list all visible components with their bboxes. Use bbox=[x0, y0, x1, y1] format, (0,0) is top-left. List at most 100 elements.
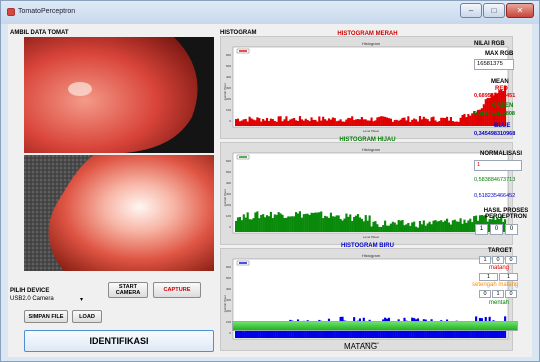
window-title: TomatoPerceptron bbox=[18, 8, 76, 15]
hasil-output-1[interactable]: 1 bbox=[475, 224, 488, 235]
maximize-button[interactable]: □ bbox=[483, 3, 505, 18]
target-mentah-2: 1 bbox=[492, 290, 504, 298]
y-tick-label: 200 bbox=[226, 309, 231, 313]
histogram-chart: Histogram 600 500 400 300 200 100 0 Jumlah Pixel… bbox=[223, 41, 509, 133]
green-mean-value: 0,388723115808 bbox=[474, 111, 515, 117]
close-button[interactable]: ✕ bbox=[506, 3, 534, 18]
title-bar: TomatoPerceptron – □ ✕ bbox=[1, 1, 539, 24]
y-tick-label: 0 bbox=[229, 225, 231, 229]
save-file-button[interactable]: SIMPAN FILE bbox=[24, 310, 68, 323]
captured-view bbox=[24, 155, 214, 271]
target-label: TARGET bbox=[488, 248, 513, 254]
y-tick-label: 500 bbox=[226, 170, 231, 174]
progress-bar bbox=[232, 321, 518, 331]
target-setengah-2: 1 bbox=[499, 273, 518, 281]
histogram-title: HISTOGRAM MERAH bbox=[337, 31, 398, 37]
histogram-panel-2: Histogram 600 500 400 300 200 100 0 Jumlah Pixel… bbox=[220, 137, 513, 245]
histogram-panel-3: Histogram 600 500 400 300 200 100 0 Jumlah Pixel… bbox=[220, 243, 513, 351]
max-rgb-field[interactable]: 16581375 bbox=[474, 59, 514, 70]
y-tick-label: 500 bbox=[226, 276, 231, 280]
normalisasi-label: NORMALISASI bbox=[480, 151, 522, 157]
x-axis-label: Level Piksel bbox=[363, 235, 379, 239]
y-tick-label: 600 bbox=[226, 159, 231, 163]
target-matang-1: 1 bbox=[479, 256, 491, 264]
green-label: GREEN bbox=[492, 103, 514, 109]
y-tick-label: 0 bbox=[229, 331, 231, 335]
target-mentah-label: mentah bbox=[489, 300, 510, 306]
histogram-title: HISTOGRAM HIJAU bbox=[339, 137, 396, 143]
tomato-live-image bbox=[24, 37, 214, 153]
histogram-subtitle: Histogram bbox=[362, 41, 381, 46]
x-axis-label: Level Piksel bbox=[363, 341, 379, 345]
hasil-output-3[interactable]: 0 bbox=[505, 224, 518, 235]
y-tick-label: 200 bbox=[226, 203, 231, 207]
histogram-title: HISTOGRAM BIRU bbox=[341, 243, 394, 249]
y-tick-label: 200 bbox=[226, 97, 231, 101]
y-tick-label: 100 bbox=[226, 214, 231, 218]
hasil-label: HASIL PROSES PERCEPTRON bbox=[483, 208, 529, 220]
blue-label: BLUE bbox=[494, 123, 511, 129]
status-label: MATANG bbox=[344, 342, 378, 351]
hasil-output-2[interactable]: 0 bbox=[490, 224, 503, 235]
nilai-rgb-label: NILAI RGB bbox=[474, 41, 505, 47]
y-axis-label: Jumlah Pixel bbox=[223, 189, 227, 206]
y-tick-label: 100 bbox=[226, 108, 231, 112]
histogram-chart: Histogram 600 500 400 300 200 100 0 Jumlah Pixel… bbox=[223, 147, 509, 239]
tomato-captured-image bbox=[24, 155, 214, 271]
device-select-value: USB2.0 Camera bbox=[10, 296, 54, 302]
mean-label: MEAN bbox=[491, 79, 509, 85]
y-tick-label: 400 bbox=[226, 181, 231, 185]
max-rgb-label: MAX RGB bbox=[485, 51, 514, 57]
histogram-panel-1: Histogram 600 500 400 300 200 100 0 Jumlah Pixel… bbox=[220, 31, 513, 139]
norm-red-field[interactable]: 1 bbox=[474, 160, 522, 171]
y-tick-label: 300 bbox=[226, 192, 231, 196]
start-camera-button[interactable]: START CAMERA bbox=[108, 282, 148, 298]
y-tick-label: 600 bbox=[226, 53, 231, 57]
ambil-data-label: AMBIL DATA TOMAT bbox=[10, 30, 69, 36]
y-axis-label: Jumlah Pixel bbox=[223, 83, 227, 100]
histogram-label: HISTOGRAM bbox=[220, 30, 257, 36]
legend-swatch bbox=[239, 156, 247, 158]
y-axis-label: Jumlah Pixel bbox=[223, 295, 227, 312]
capture-button[interactable]: CAPTURE bbox=[153, 282, 201, 298]
app-icon bbox=[7, 8, 15, 16]
target-matang-3: 0 bbox=[505, 256, 517, 264]
y-tick-label: 400 bbox=[226, 287, 231, 291]
y-tick-label: 500 bbox=[226, 64, 231, 68]
y-tick-label: 300 bbox=[226, 298, 231, 302]
histogram-bars bbox=[235, 85, 507, 126]
norm-blue-value: 0,518235466452 bbox=[474, 193, 516, 199]
target-mentah-1: 0 bbox=[479, 290, 491, 298]
histogram-subtitle: Histogram bbox=[362, 147, 381, 152]
target-mentah-3: 0 bbox=[505, 290, 517, 298]
chevron-down-icon: ▾ bbox=[79, 297, 83, 303]
blue-mean-value: 0,345498310968 bbox=[474, 131, 516, 137]
histogram-bars bbox=[235, 211, 507, 232]
target-setengah-1: 1 bbox=[479, 273, 498, 281]
y-tick-label: 300 bbox=[226, 86, 231, 90]
norm-green-value: 0,583884673713 bbox=[474, 177, 516, 183]
y-tick-label: 0 bbox=[229, 119, 231, 123]
y-tick-label: 100 bbox=[226, 320, 231, 324]
progress-fill bbox=[233, 322, 517, 330]
client-area: AMBIL DATA TOMAT PILIH DEVICE USB2.0 Cam… bbox=[8, 24, 532, 357]
camera-view bbox=[24, 37, 214, 153]
target-matang-label: matang bbox=[489, 265, 510, 271]
target-matang-2: 0 bbox=[492, 256, 504, 264]
legend-swatch bbox=[239, 262, 247, 264]
device-select[interactable]: USB2.0 Camera ▾ bbox=[10, 296, 85, 306]
red-mean-value: 0,689538228451 bbox=[474, 93, 516, 99]
legend-swatch bbox=[239, 50, 247, 52]
identify-button[interactable]: IDENTIFIKASI bbox=[24, 330, 214, 352]
y-tick-label: 400 bbox=[226, 75, 231, 79]
device-label: PILIH DEVICE bbox=[10, 288, 50, 294]
red-label: RED bbox=[495, 86, 508, 92]
histogram-subtitle: Histogram bbox=[362, 253, 381, 258]
y-tick-label: 600 bbox=[226, 265, 231, 269]
load-button[interactable]: LOAD bbox=[72, 310, 102, 323]
x-axis-label: Level Piksel bbox=[363, 129, 379, 133]
target-setengah-label: setengah matang bbox=[472, 282, 519, 288]
minimize-button[interactable]: – bbox=[460, 3, 482, 18]
